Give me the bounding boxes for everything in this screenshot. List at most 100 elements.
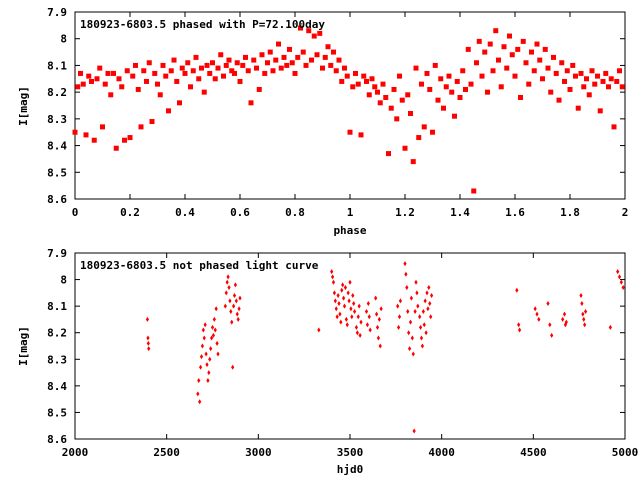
unphased-data-point (561, 316, 565, 322)
phased-data-point (465, 46, 471, 52)
unphased-data-point (550, 332, 554, 338)
unphased-x-tick-label: 4500 (520, 446, 547, 459)
phased-data-point (597, 108, 603, 114)
phased-x-tick-label: 0.4 (175, 206, 195, 219)
phased-data-point (405, 92, 411, 98)
phased-data-point (595, 73, 600, 79)
unphased-data-point (211, 332, 216, 338)
unphased-data-point (230, 319, 234, 325)
phased-data-point (383, 94, 389, 100)
unphased-data-point (564, 319, 568, 325)
unphased-y-tick-label: 8.1 (47, 300, 67, 313)
unphased-data-point (429, 314, 433, 320)
phased-data-point (204, 62, 210, 68)
phased-data-point (212, 76, 218, 82)
phased-data-point (339, 78, 345, 84)
phased-x-tick-label: 1.4 (450, 206, 470, 219)
phased-data-point (185, 60, 191, 66)
phased-data-point (353, 70, 358, 76)
unphased-data-point (212, 316, 216, 322)
unphased-data-point (236, 316, 240, 322)
phased-data-point (361, 73, 367, 79)
phased-data-point (276, 41, 281, 47)
phased-data-point (91, 137, 97, 143)
unphased-data-point (229, 308, 233, 314)
phased-data-point (226, 57, 232, 63)
unphased-data-point (334, 306, 338, 312)
unphased-data-point (335, 314, 339, 320)
phased-data-point (578, 70, 584, 76)
phased-data-point (292, 70, 298, 76)
phased-data-point (512, 73, 518, 79)
phased-data-point (592, 81, 598, 87)
phased-data-point (166, 108, 171, 114)
unphased-data-point (356, 314, 360, 320)
phased-data-point (545, 65, 551, 71)
unphased-data-point (396, 324, 401, 330)
unphased-data-point (332, 290, 337, 296)
phased-data-point (457, 94, 463, 100)
phased-data-point (124, 68, 130, 74)
unphased-data-point (198, 399, 202, 405)
phased-data-point (97, 65, 103, 71)
phased-data-point (311, 33, 317, 39)
unphased-data-point (342, 303, 347, 309)
phased-data-point (529, 49, 534, 55)
unphased-data-point (232, 293, 237, 299)
phased-data-point (380, 81, 386, 87)
unphased-y-tick-label: 8.4 (47, 380, 67, 393)
unphased-data-point (238, 295, 242, 301)
phased-data-point (482, 49, 488, 55)
phased-data-point (306, 28, 312, 34)
unphased-data-point (341, 295, 346, 301)
unphased-data-point (429, 293, 434, 299)
unphased-data-point (201, 327, 205, 333)
unphased-data-point (413, 308, 417, 314)
phased-data-point (267, 49, 273, 55)
phased-data-point (487, 41, 493, 47)
phased-data-point (386, 151, 391, 157)
unphased-data-point (340, 287, 344, 293)
phased-data-point (476, 38, 482, 44)
unphased-data-point (237, 306, 241, 312)
phased-data-point (278, 65, 284, 71)
phased-x-tick-label: 1.8 (560, 206, 580, 219)
unphased-y-axis-label: I[mag] (17, 326, 30, 366)
unphased-data-point (515, 287, 519, 293)
unphased-data-point (414, 279, 418, 285)
unphased-data-point (378, 343, 382, 349)
phased-data-point (350, 84, 356, 90)
phased-data-point (540, 76, 545, 82)
phased-data-point (270, 68, 276, 74)
unphased-data-point (424, 330, 428, 336)
unphased-data-point (415, 290, 419, 296)
unphased-data-point (407, 346, 412, 352)
phased-data-point (410, 159, 416, 165)
phased-data-point (479, 73, 485, 79)
phased-data-point (391, 86, 397, 92)
phased-x-tick-label: 1.6 (505, 206, 525, 219)
phased-data-point (614, 78, 620, 84)
unphased-data-point (196, 391, 200, 397)
unphased-data-point (404, 271, 408, 277)
unphased-data-point (339, 319, 343, 325)
phased-data-point (265, 60, 270, 66)
phased-data-point (111, 70, 116, 76)
phased-y-tick-label: 8.4 (47, 140, 67, 153)
phased-data-point (281, 54, 287, 60)
phased-data-point (619, 84, 625, 90)
phased-data-point (358, 132, 364, 138)
unphased-data-point (375, 324, 380, 330)
phased-data-point (157, 92, 163, 98)
phased-data-point (584, 76, 589, 82)
phased-data-point (518, 94, 523, 100)
unphased-data-point (337, 300, 341, 306)
phased-data-point (223, 62, 229, 68)
unphased-data-point (377, 316, 381, 322)
phased-data-point (364, 78, 369, 84)
phased-data-point (295, 54, 301, 60)
unphased-data-point (533, 306, 537, 312)
unphased-x-tick-label: 4000 (428, 446, 455, 459)
unphased-data-point (355, 330, 359, 336)
phased-data-point (130, 73, 136, 79)
